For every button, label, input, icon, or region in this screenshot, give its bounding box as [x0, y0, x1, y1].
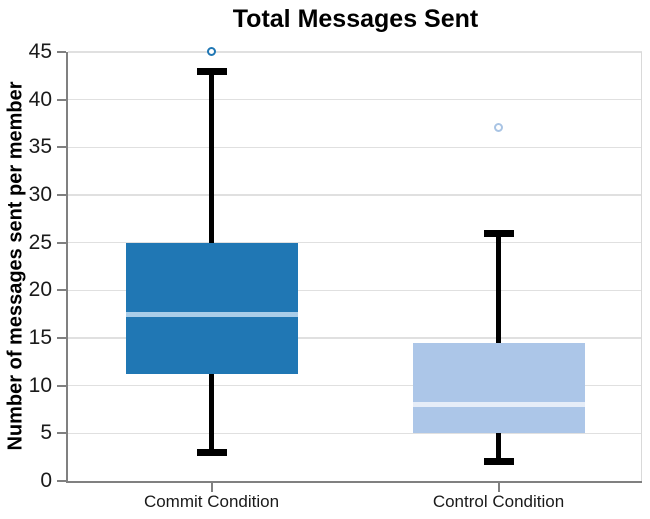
y-tick-label: 45 [28, 40, 52, 63]
y-tick-label: 15 [28, 326, 52, 349]
right-spine [640, 52, 642, 481]
plot-area: 0 5 10 15 20 25 30 35 40 45 Commit Condition Contro… [29, 41, 642, 511]
gridline [68, 432, 642, 435]
whisker-cap [196, 67, 227, 75]
left-spine [66, 52, 68, 483]
gridline [68, 51, 642, 53]
whisker-cap [483, 229, 514, 237]
gridline [68, 146, 642, 149]
y-tick [57, 98, 66, 101]
outlier-point [206, 47, 216, 56]
y-tick-label: 0 [40, 469, 52, 492]
y-tick-label: 30 [28, 183, 52, 206]
y-tick [57, 241, 66, 244]
gridline [68, 194, 642, 196]
y-tick [57, 51, 66, 53]
median-line [412, 402, 585, 408]
x-tick-label: Control Condition [432, 492, 565, 511]
gridline [68, 289, 642, 292]
y-tick [57, 289, 66, 292]
whisker-cap [483, 458, 514, 466]
gridline [68, 98, 642, 101]
y-tick [57, 480, 66, 482]
y-tick-label: 25 [28, 230, 52, 254]
y-tick [57, 384, 66, 387]
whisker-cap [196, 448, 227, 456]
y-tick-label: 10 [28, 373, 52, 397]
y-tick-label: 20 [28, 278, 52, 302]
x-tick [210, 483, 213, 492]
y-tick-label: 5 [40, 421, 52, 445]
y-tick [57, 432, 66, 435]
box [412, 342, 585, 434]
y-tick [57, 146, 66, 149]
gridline [68, 337, 642, 339]
x-tick-label: Commit Condition [143, 492, 280, 511]
box [125, 242, 298, 374]
y-tick [57, 337, 66, 339]
y-tick [57, 194, 66, 196]
x-tick [497, 483, 500, 492]
y-tick-label: 40 [28, 87, 52, 111]
median-line [125, 311, 298, 317]
y-tick-label: 35 [28, 135, 52, 159]
chart-title: Total Messages Sent [232, 5, 479, 33]
outlier-point [493, 123, 503, 133]
bottom-spine [66, 481, 642, 483]
gridline [68, 241, 642, 244]
gridline [68, 384, 642, 387]
